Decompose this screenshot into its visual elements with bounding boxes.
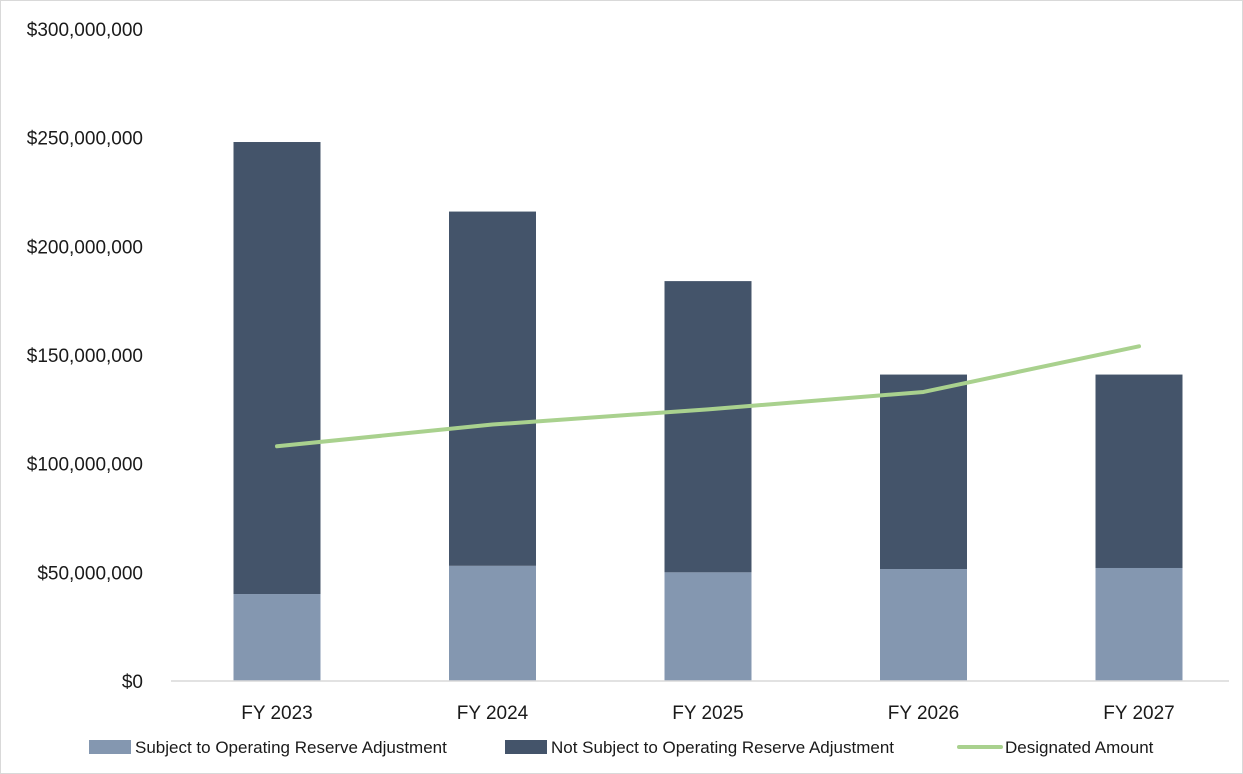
y-tick-label: $0	[122, 672, 143, 693]
y-axis-tick-labels: $0 $50,000,000 $100,000,000 $150,000,000 $20…	[27, 20, 143, 693]
x-category-label: FY 2026	[888, 703, 959, 724]
bar-subject-1	[449, 565, 536, 681]
bar-subject-3	[880, 569, 967, 681]
bar-not-subject-1	[449, 211, 536, 566]
legend: Subject to Operating Reserve Adjustment N…	[89, 738, 1154, 757]
legend-swatch-0	[89, 740, 131, 754]
line-series	[275, 344, 1141, 449]
bar-not-subject-3	[880, 374, 967, 570]
y-tick-label: $300,000,000	[27, 20, 143, 41]
bar-not-subject-2	[664, 281, 752, 573]
legend-swatch-1	[505, 740, 547, 754]
y-tick-label: $200,000,000	[27, 237, 143, 258]
legend-label: Not Subject to Operating Reserve Adjustm…	[551, 738, 894, 757]
y-tick-label: $100,000,000	[27, 455, 143, 476]
bar-subject-0	[233, 594, 321, 681]
y-tick-label: $150,000,000	[27, 346, 143, 367]
legend-label: Subject to Operating Reserve Adjustment	[135, 738, 447, 757]
bar-not-subject-0	[233, 142, 321, 595]
bar-not-subject-4	[1095, 374, 1183, 568]
y-tick-label: $50,000,000	[37, 563, 143, 584]
bar-subject-4	[1095, 567, 1183, 681]
y-tick-label: $250,000,000	[27, 129, 143, 150]
bar-subject-2	[664, 572, 752, 681]
x-category-label: FY 2027	[1103, 703, 1174, 724]
x-axis-category-labels: FY 2023 FY 2024 FY 2025 FY 2026 FY 2027	[241, 703, 1174, 724]
bar-series	[233, 142, 1183, 681]
x-category-label: FY 2023	[241, 703, 312, 724]
legend-label: Designated Amount	[1005, 738, 1154, 757]
x-category-label: FY 2025	[672, 703, 743, 724]
x-category-label: FY 2024	[457, 703, 529, 724]
designated-amount-line	[275, 344, 1141, 449]
